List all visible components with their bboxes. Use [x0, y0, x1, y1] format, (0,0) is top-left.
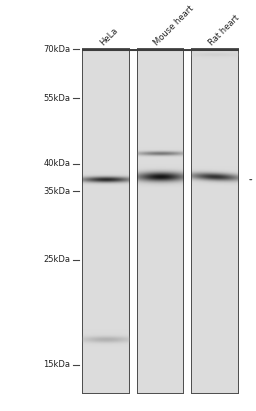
Text: Mouse heart: Mouse heart	[152, 3, 196, 47]
Text: HeLa: HeLa	[98, 25, 119, 47]
Text: Rat heart: Rat heart	[207, 13, 241, 47]
Text: 55kDa: 55kDa	[44, 94, 70, 103]
Text: 35kDa: 35kDa	[43, 187, 70, 196]
Text: 40kDa: 40kDa	[44, 159, 70, 168]
Text: 70kDa: 70kDa	[43, 44, 70, 53]
Text: MC1R: MC1R	[250, 175, 256, 185]
Text: 25kDa: 25kDa	[44, 256, 70, 265]
Text: 15kDa: 15kDa	[44, 360, 70, 369]
